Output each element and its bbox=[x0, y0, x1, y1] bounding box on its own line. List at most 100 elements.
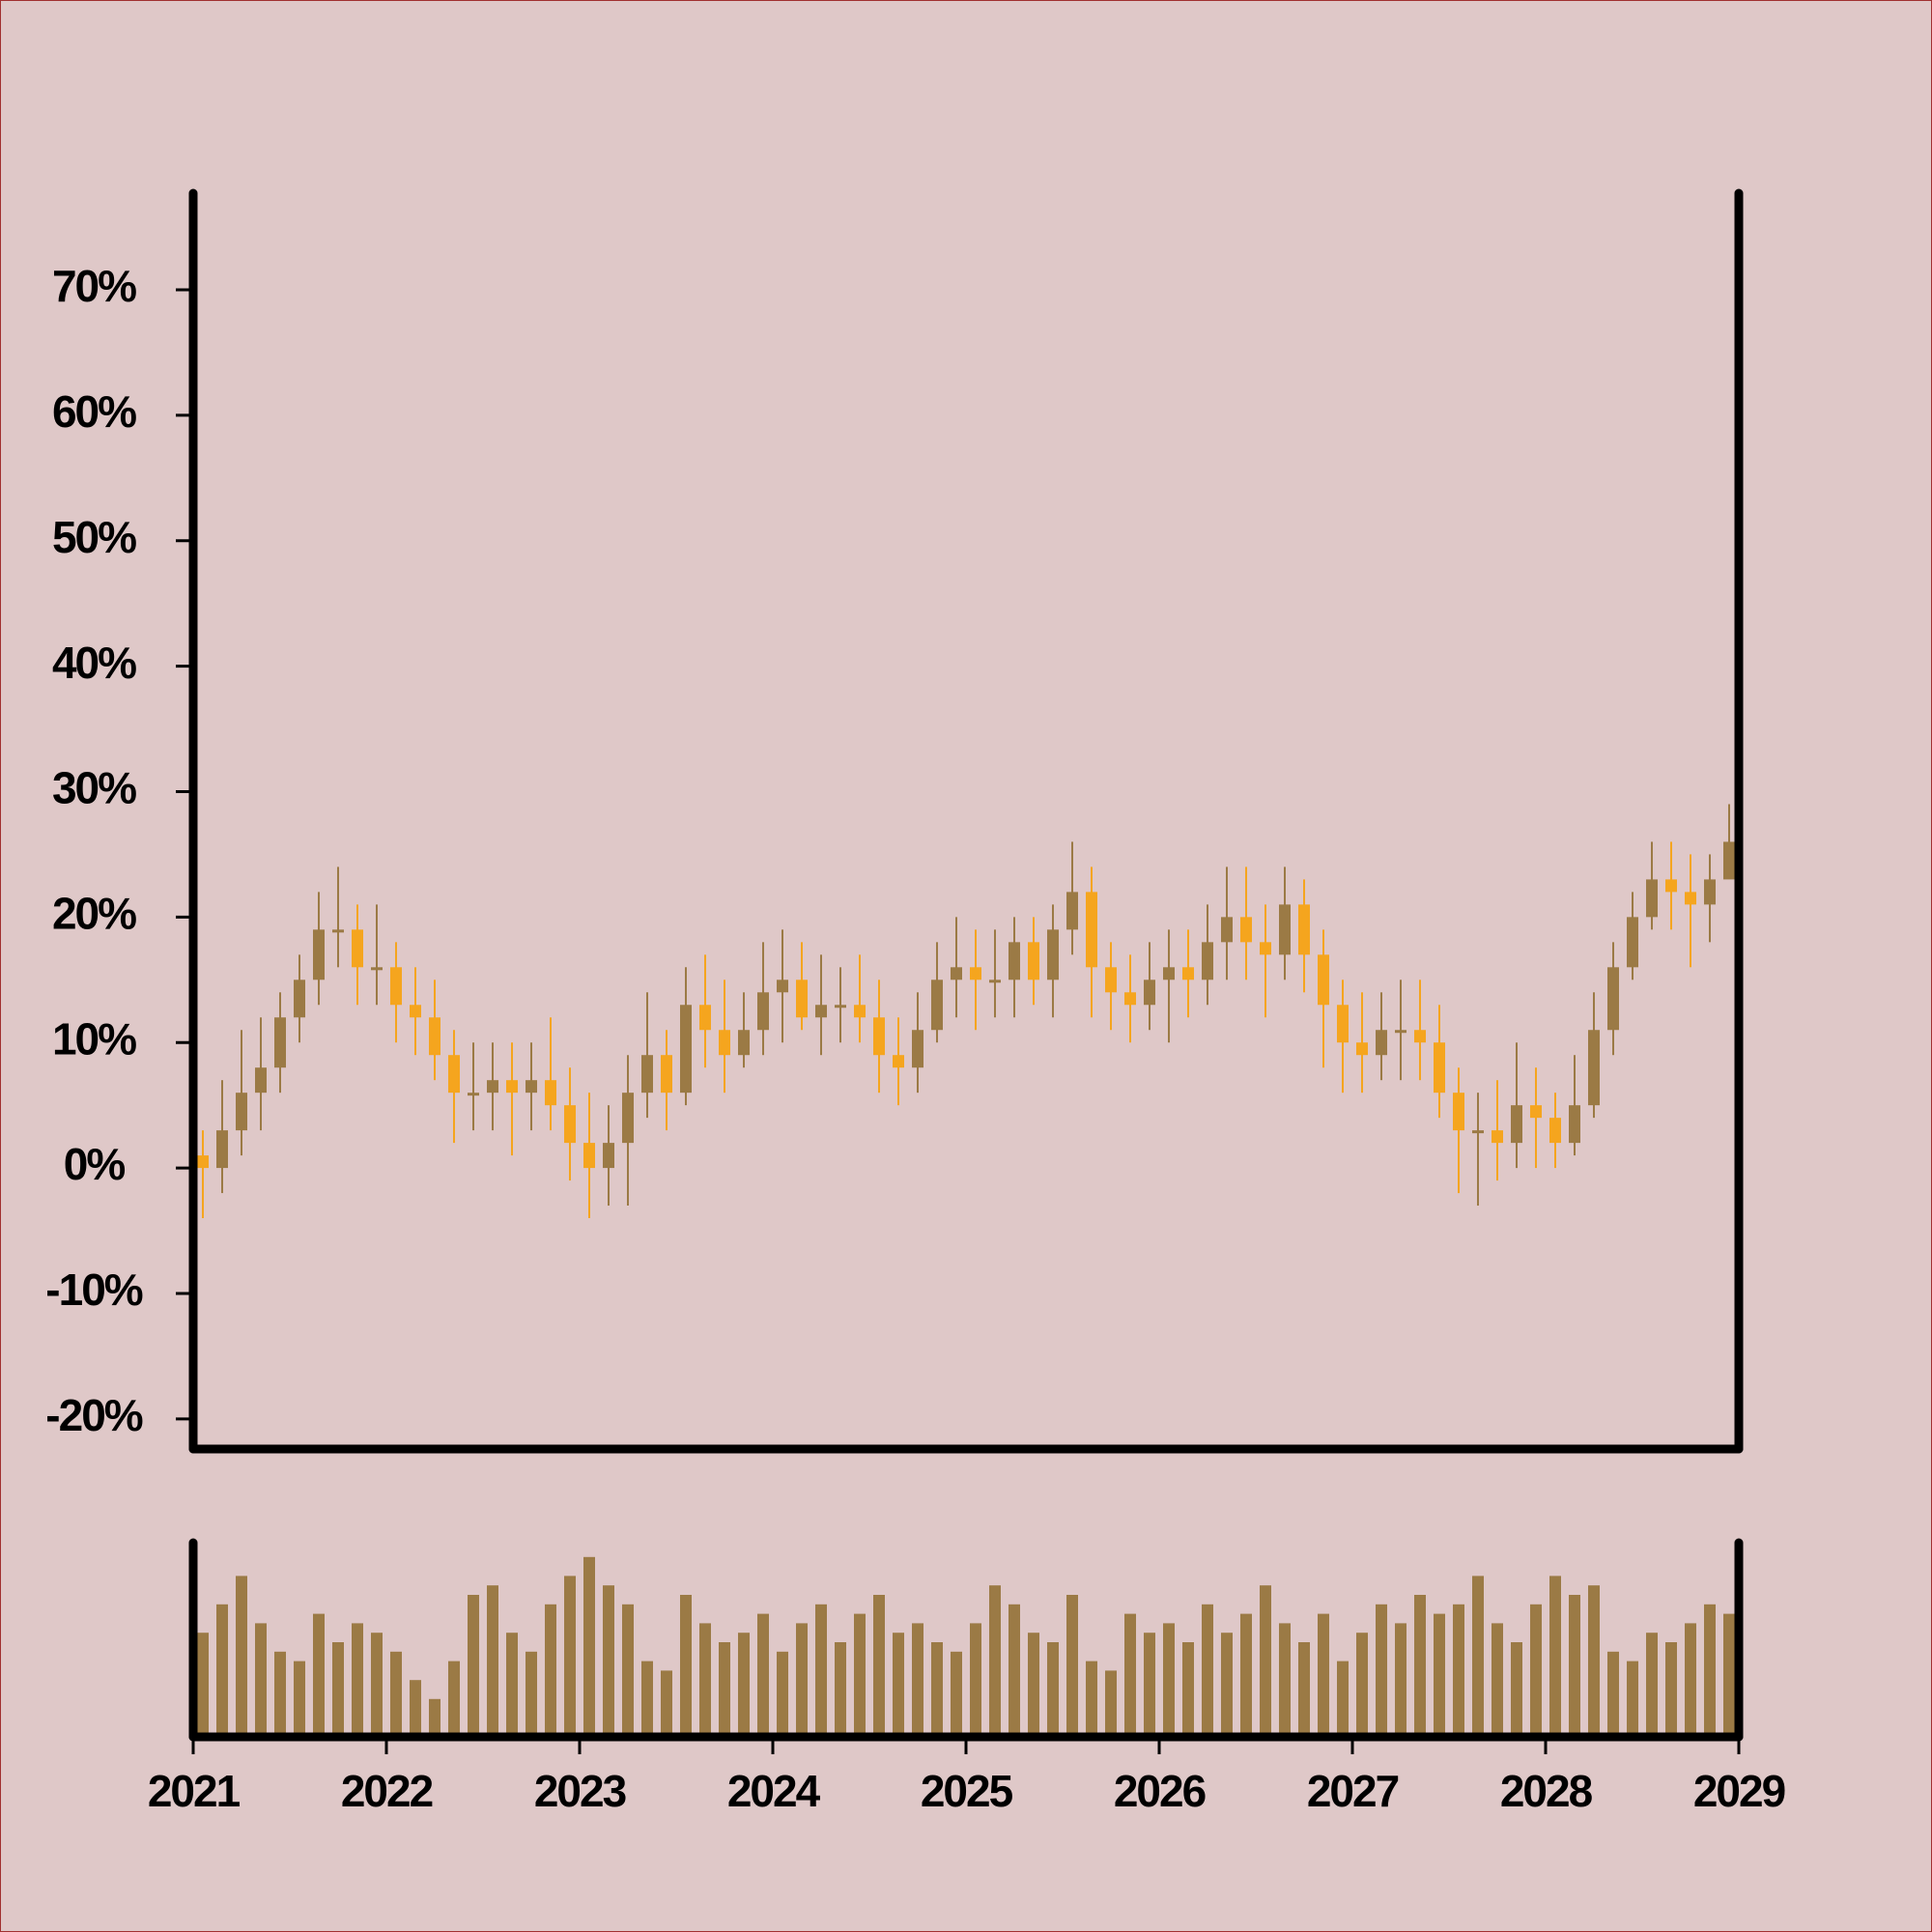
candle-body bbox=[1182, 967, 1194, 980]
volume-bar bbox=[216, 1604, 228, 1737]
candle-body bbox=[719, 1030, 730, 1056]
volume-bar bbox=[1086, 1661, 1097, 1737]
candle-body bbox=[1472, 1130, 1484, 1134]
candle-body bbox=[294, 980, 305, 1018]
candle-body bbox=[1434, 1042, 1445, 1094]
candle-body bbox=[835, 1005, 846, 1009]
volume-bar bbox=[294, 1661, 305, 1737]
volume-bar bbox=[1646, 1633, 1658, 1737]
x-tick-label: 2023 bbox=[534, 1766, 626, 1816]
volume-bar bbox=[699, 1623, 711, 1737]
volume-bar bbox=[815, 1604, 827, 1737]
volume-bar bbox=[468, 1595, 479, 1737]
candle-body bbox=[931, 980, 943, 1031]
x-tick-label: 2021 bbox=[148, 1766, 241, 1816]
volume-bar bbox=[719, 1642, 730, 1737]
volume-bar bbox=[796, 1623, 808, 1737]
volume-bar bbox=[506, 1633, 518, 1737]
candle-body bbox=[1453, 1093, 1464, 1131]
volume-bar bbox=[1453, 1604, 1464, 1737]
candle-body bbox=[1414, 1030, 1426, 1043]
volume-bar bbox=[1704, 1604, 1716, 1737]
candle-body bbox=[1588, 1030, 1600, 1106]
volume-bar bbox=[931, 1642, 943, 1737]
volume-bar bbox=[757, 1613, 769, 1737]
candle-body bbox=[1569, 1105, 1580, 1144]
volume-bar bbox=[1665, 1642, 1677, 1737]
candle-body bbox=[1511, 1105, 1522, 1144]
volume-bar bbox=[1337, 1661, 1349, 1737]
y-tick-label: 20% bbox=[52, 889, 136, 939]
volume-bar bbox=[1240, 1613, 1252, 1737]
candle-body bbox=[1144, 980, 1155, 1006]
candle-body bbox=[1704, 879, 1716, 905]
candle-body bbox=[777, 980, 788, 993]
candle-body bbox=[526, 1080, 537, 1094]
volume-bar bbox=[410, 1680, 421, 1737]
volume-bar bbox=[1066, 1595, 1078, 1737]
candle-body bbox=[352, 929, 363, 968]
volume-bar bbox=[1588, 1585, 1600, 1737]
volume-bar bbox=[390, 1651, 402, 1737]
volume-bar bbox=[313, 1613, 325, 1737]
volume-bar bbox=[1530, 1604, 1542, 1737]
volume-bar bbox=[777, 1651, 788, 1737]
volume-bar bbox=[236, 1576, 247, 1737]
candle-body bbox=[371, 967, 383, 971]
volume-bar bbox=[738, 1633, 750, 1737]
y-tick-label: 70% bbox=[52, 261, 136, 311]
candle-body bbox=[854, 1005, 866, 1018]
x-tick-label: 2024 bbox=[727, 1766, 821, 1816]
volume-bar bbox=[1124, 1613, 1136, 1737]
volume-bar bbox=[1202, 1604, 1213, 1737]
candle-body bbox=[274, 1017, 286, 1068]
candle-body bbox=[1221, 917, 1233, 943]
volume-bar bbox=[583, 1556, 595, 1737]
volume-bar bbox=[970, 1623, 981, 1737]
x-tick-label: 2026 bbox=[1114, 1766, 1206, 1816]
candle-body bbox=[216, 1130, 228, 1169]
volume-bar bbox=[1356, 1633, 1368, 1737]
candle-body bbox=[912, 1030, 923, 1068]
candle-body bbox=[680, 1005, 692, 1094]
candle-body bbox=[1066, 892, 1078, 930]
volume-bar bbox=[1047, 1642, 1059, 1737]
volume-bar bbox=[352, 1623, 363, 1737]
volume-bar bbox=[1511, 1642, 1522, 1737]
candle-body bbox=[603, 1143, 614, 1169]
x-tick-label: 2028 bbox=[1500, 1766, 1593, 1816]
candle-body bbox=[1492, 1130, 1503, 1144]
candle-body bbox=[448, 1055, 460, 1094]
candle-body bbox=[583, 1143, 595, 1169]
candle-body bbox=[197, 1155, 209, 1169]
volume-bar bbox=[989, 1585, 1001, 1737]
candle-body bbox=[699, 1005, 711, 1031]
volume-bar bbox=[951, 1651, 962, 1737]
candle-body bbox=[738, 1030, 750, 1056]
volume-bar bbox=[1434, 1613, 1445, 1737]
y-tick-label: 50% bbox=[52, 512, 136, 562]
y-tick-label: 40% bbox=[52, 638, 136, 688]
volume-bar bbox=[1472, 1576, 1484, 1737]
volume-bar bbox=[1221, 1633, 1233, 1737]
candle-body bbox=[1298, 904, 1310, 955]
y-tick-label: -20% bbox=[45, 1390, 142, 1440]
volume-bar bbox=[661, 1670, 672, 1737]
candle-body bbox=[332, 929, 344, 933]
volume-bar bbox=[622, 1604, 634, 1737]
candle-body bbox=[893, 1055, 904, 1068]
volume-bar bbox=[274, 1651, 286, 1737]
y-tick-label: 30% bbox=[52, 763, 136, 813]
candle-body bbox=[1124, 992, 1136, 1006]
volume-bar bbox=[680, 1595, 692, 1737]
volume-bar bbox=[1376, 1604, 1387, 1737]
candle-body bbox=[873, 1017, 885, 1056]
candle-body bbox=[236, 1093, 247, 1131]
volume-bar bbox=[873, 1595, 885, 1737]
y-tick-label: 0% bbox=[64, 1139, 126, 1189]
candle-body bbox=[641, 1055, 653, 1094]
volume-bar bbox=[641, 1661, 653, 1737]
volume-bar bbox=[564, 1576, 576, 1737]
